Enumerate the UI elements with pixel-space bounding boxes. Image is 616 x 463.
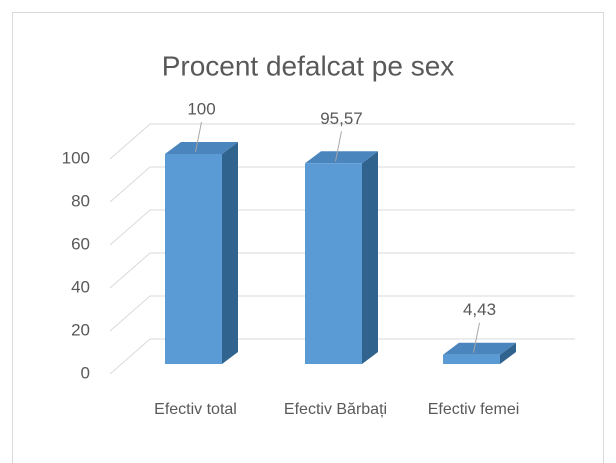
- bar-top: [305, 151, 378, 164]
- bar-top: [443, 342, 516, 355]
- y-tick-label: 40: [71, 277, 90, 296]
- bar-side: [500, 342, 516, 364]
- y-tick-label: 100: [62, 148, 90, 167]
- grid-line: [109, 166, 575, 203]
- data-label: 95,57: [320, 109, 363, 128]
- y-tick-label: 20: [71, 320, 90, 339]
- x-tick-label: Efectiv femei: [427, 401, 520, 418]
- x-tick-label: Efectiv Bărbați: [283, 401, 388, 418]
- chart-title: Procent defalcat pe sex: [162, 50, 455, 81]
- y-tick-label: 0: [81, 363, 90, 382]
- data-label: 4,43: [463, 300, 496, 319]
- grid-line: [109, 252, 575, 289]
- leader-line: [473, 322, 480, 353]
- grid-line: [109, 338, 575, 375]
- bar-side: [362, 151, 378, 364]
- bar: [443, 354, 500, 364]
- y-tick-label: 60: [71, 234, 90, 253]
- leader-line: [195, 121, 202, 153]
- data-label: 100: [187, 99, 215, 118]
- bar-side: [222, 142, 238, 364]
- grid-line: [109, 209, 575, 246]
- leader-line: [335, 131, 342, 162]
- bar-top: [165, 142, 238, 154]
- bar: [305, 163, 362, 364]
- grid-line: [109, 123, 575, 160]
- x-tick-label: Efectiv total: [154, 401, 237, 418]
- y-tick-label: 80: [71, 191, 90, 210]
- grid-line: [109, 295, 575, 332]
- bar: [165, 154, 222, 364]
